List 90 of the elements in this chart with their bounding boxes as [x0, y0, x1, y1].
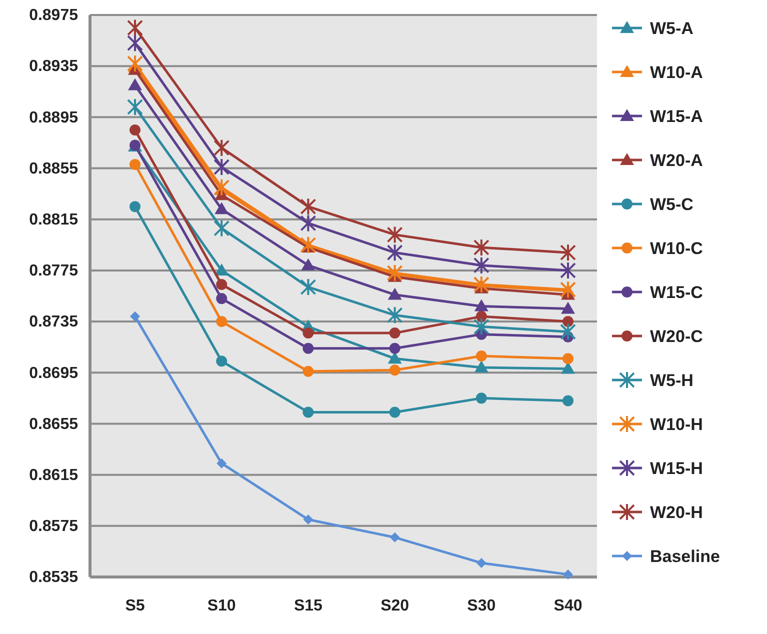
legend-label: W10-H: [650, 415, 703, 434]
legend-label: W20-H: [650, 503, 703, 522]
legend-label: W15-H: [650, 459, 703, 478]
x-tick-label: S15: [294, 597, 323, 614]
point: [214, 138, 230, 157]
point: [390, 532, 400, 542]
point: [216, 316, 228, 328]
y-tick-label: 0.8935: [29, 58, 78, 76]
point: [302, 328, 314, 339]
point: [386, 264, 403, 282]
point: [560, 280, 576, 299]
point: [388, 352, 402, 364]
point: [130, 201, 140, 212]
point: [473, 238, 490, 256]
point: [389, 342, 400, 354]
y-tick-label: 0.8855: [29, 160, 78, 178]
legend-label: W20-C: [650, 327, 703, 346]
point: [389, 406, 400, 418]
point: [216, 293, 228, 304]
point: [127, 34, 143, 52]
point: [476, 350, 487, 362]
x-tick-label: S10: [207, 597, 236, 614]
point: [560, 244, 576, 262]
point: [214, 263, 229, 276]
point: [303, 514, 314, 525]
legend-label: W10-A: [650, 63, 703, 82]
point: [300, 236, 316, 254]
point: [214, 158, 230, 176]
point: [130, 311, 140, 322]
y-tick-label: 0.8655: [29, 416, 78, 433]
legend-label: Baseline: [650, 547, 720, 566]
point: [216, 458, 227, 468]
y-tick-label: 0.8575: [29, 518, 78, 536]
x-tick-label: S5: [125, 597, 145, 614]
point: [473, 276, 490, 294]
legend-label: W5-A: [650, 19, 694, 38]
point: [216, 279, 228, 290]
point: [476, 310, 487, 322]
point: [562, 316, 574, 328]
point: [474, 299, 488, 312]
point: [128, 78, 142, 90]
y-tick-label: 0.8975: [29, 7, 78, 24]
point: [214, 219, 230, 238]
y-tick-label: 0.8615: [29, 466, 78, 484]
y-tick-label: 0.8735: [29, 314, 78, 331]
point: [561, 302, 575, 314]
legend-label: W10-C: [650, 239, 703, 258]
point: [300, 278, 316, 296]
legend-label: W5-C: [650, 195, 694, 214]
point: [302, 342, 314, 354]
x-tick-label: S20: [380, 597, 410, 614]
point: [563, 569, 573, 580]
point: [127, 98, 143, 116]
legend-label: W20-A: [650, 151, 703, 170]
point: [130, 158, 140, 170]
point: [560, 322, 576, 341]
point: [473, 318, 490, 336]
point: [216, 356, 228, 367]
y-tick-label: 0.8695: [29, 364, 78, 382]
point: [301, 258, 316, 270]
point: [386, 306, 403, 324]
point: [476, 558, 486, 568]
legend-label: W15-A: [650, 107, 703, 126]
legend-label: W15-C: [650, 283, 703, 302]
point: [473, 256, 490, 274]
point: [300, 198, 316, 216]
x-tick-label: S40: [554, 597, 582, 614]
point: [474, 360, 488, 373]
point: [214, 202, 229, 214]
point: [388, 288, 402, 300]
point: [476, 392, 487, 404]
point: [562, 395, 574, 406]
y-tick-label: 0.8895: [29, 109, 78, 126]
legend-label: W5-H: [650, 371, 694, 390]
y-tick-label: 0.8815: [29, 211, 78, 228]
point: [127, 18, 143, 37]
point: [560, 261, 576, 280]
x-tick-label: S30: [467, 597, 496, 614]
point: [386, 244, 403, 262]
y-tick-label: 0.8775: [29, 262, 78, 280]
point: [389, 328, 400, 339]
point: [214, 178, 230, 196]
point: [302, 366, 314, 377]
y-tick-label: 0.8535: [29, 569, 78, 586]
point: [386, 226, 403, 244]
point: [300, 214, 316, 232]
point: [562, 353, 574, 364]
point: [302, 406, 314, 418]
point: [130, 124, 140, 136]
point: [389, 364, 400, 376]
